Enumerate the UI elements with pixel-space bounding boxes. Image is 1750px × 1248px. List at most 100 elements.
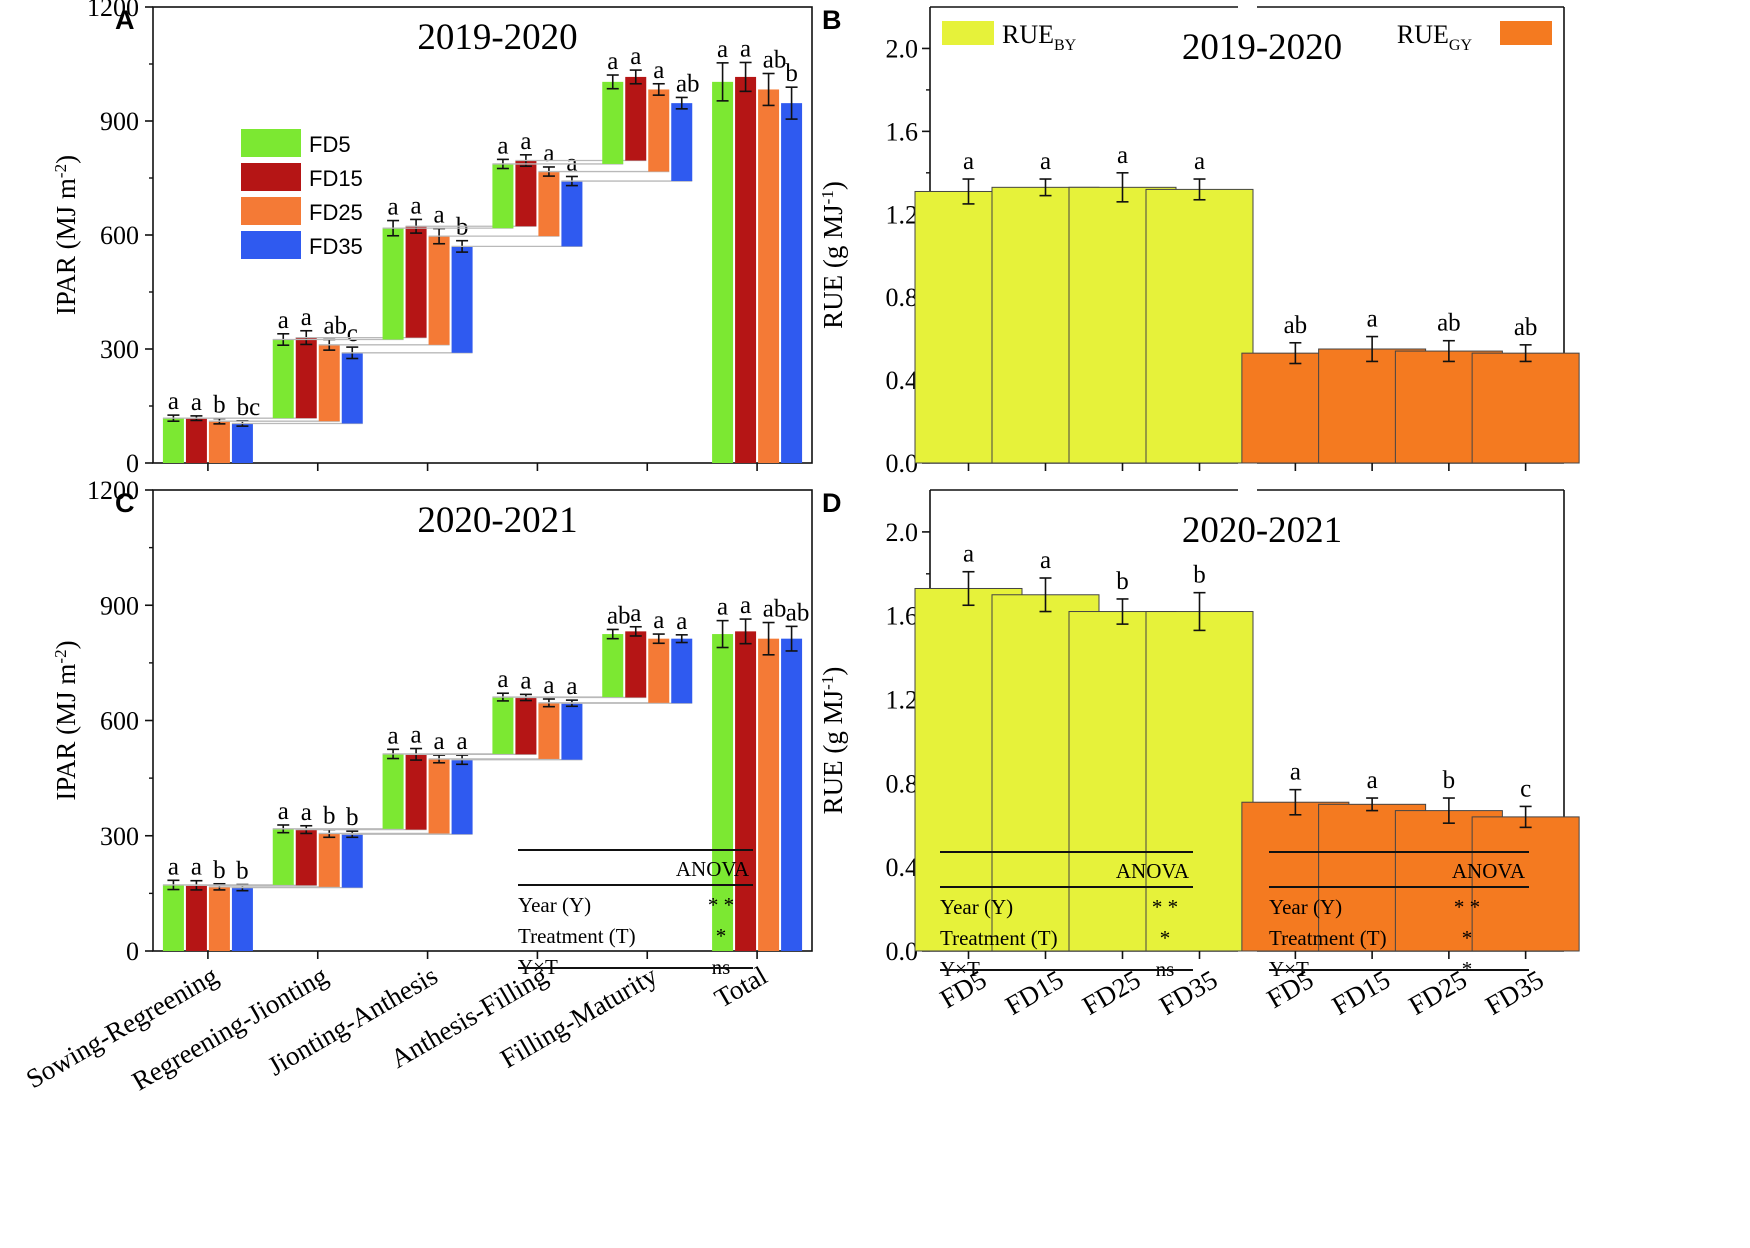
bar-fd15-0 xyxy=(185,418,207,463)
error-bar-rue-gy xyxy=(1289,788,1302,816)
bar-fd15-4 xyxy=(625,76,647,161)
legend-label-subscript: BY xyxy=(1054,37,1077,54)
legend-label-fd5: FD5 xyxy=(309,132,351,157)
anova-row-label: Treatment (T) xyxy=(1269,926,1387,950)
bar-fd35-5 xyxy=(781,103,803,463)
legend-label-main: RUE xyxy=(1002,20,1054,49)
legend-swatch-fd25 xyxy=(241,197,301,225)
bar-fd25-0 xyxy=(208,421,230,463)
significance-letter: a xyxy=(717,594,728,621)
y-axis-label: IPAR (MJ m-2) xyxy=(51,155,81,315)
y-axis-label-close: ) xyxy=(818,181,848,190)
significance-letter: a xyxy=(1367,306,1378,333)
bar-fd35-4 xyxy=(671,638,693,704)
bar-fd15-3 xyxy=(515,160,537,227)
y-axis-label-main: RUE (g MJ xyxy=(818,690,848,815)
y-tick-label: 2.0 xyxy=(886,34,919,63)
significance-letter: a xyxy=(411,192,422,219)
bar-rue-gy-3 xyxy=(1471,816,1580,952)
bar-fd25-4 xyxy=(648,638,670,703)
x-category-label: FD15 xyxy=(1000,964,1068,1021)
anova-header: ANOVA xyxy=(1452,859,1526,883)
bar-fd15-1 xyxy=(295,337,317,419)
y-tick-label: 0.0 xyxy=(886,937,919,966)
error-bar-rue-gy xyxy=(1366,335,1379,363)
significance-letter: a xyxy=(278,798,289,825)
error-bar-rue-by xyxy=(1193,178,1206,201)
anova-header: ANOVA xyxy=(1116,859,1190,883)
anova-row-label: Treatment (T) xyxy=(940,926,1058,950)
significance-letter: a xyxy=(653,607,664,634)
y-axis-label-close: ) xyxy=(51,640,81,649)
error-bar-rue-gy xyxy=(1442,797,1455,824)
error-bar-fd35 xyxy=(785,625,798,652)
y-tick-label: 1200 xyxy=(87,0,139,22)
legend-label-fd15: FD15 xyxy=(309,166,363,191)
error-bar-fd35 xyxy=(675,634,688,644)
anova-row-label: Year (Y) xyxy=(1269,895,1342,919)
legend-swatch-rue-gy xyxy=(1500,21,1552,45)
legend-swatch-fd35 xyxy=(241,231,301,259)
error-bar-fd5 xyxy=(716,619,729,649)
bar-fd15-3 xyxy=(515,697,537,755)
y-tick-label: 0 xyxy=(126,937,139,966)
error-bar-fd15 xyxy=(629,625,642,637)
significance-letter: a xyxy=(543,140,554,167)
error-bar-rue-gy xyxy=(1289,341,1302,365)
bar-fd25-3 xyxy=(538,171,560,237)
significance-letter: a xyxy=(388,722,399,749)
error-bar-fd15 xyxy=(629,69,642,85)
significance-letter: bc xyxy=(237,394,261,421)
legend-label-subscript: GY xyxy=(1449,37,1473,54)
bar-fd35-2 xyxy=(451,759,473,835)
significance-letter: a xyxy=(301,304,312,331)
bar-fd15-5 xyxy=(735,76,757,464)
legend-rue-gy: RUEGY xyxy=(1397,20,1552,54)
y-axis-label-close: ) xyxy=(51,155,81,164)
error-bar-rue-gy xyxy=(1519,344,1532,363)
bar-fd15-2 xyxy=(405,754,427,830)
significance-letter: a xyxy=(191,389,202,416)
legend-label-rue-gy: RUEGY xyxy=(1397,20,1473,54)
error-bar-rue-by xyxy=(1116,172,1129,203)
significance-letter: ab xyxy=(763,47,787,74)
bar-fd5-0 xyxy=(162,418,184,463)
error-bar-fd5 xyxy=(716,62,729,102)
significance-letter: ab xyxy=(1514,314,1538,341)
error-bar-fd25 xyxy=(652,82,665,96)
x-category-label: FD35 xyxy=(1480,964,1548,1021)
y-tick-label: 300 xyxy=(100,822,139,851)
significance-letter: a xyxy=(566,149,577,176)
y-axis-label: RUE (g MJ-1) xyxy=(818,667,848,815)
anova-row-value: * * xyxy=(708,893,734,917)
significance-letter: c xyxy=(347,320,358,347)
y-axis-label-main: IPAR (MJ m xyxy=(51,178,81,315)
panel-letter: C xyxy=(115,488,135,518)
x-category-label: Regreening-Jionting xyxy=(127,960,333,1096)
anova-row-value: * xyxy=(716,924,727,948)
significance-letter: a xyxy=(434,728,445,755)
error-bar-fd25 xyxy=(762,621,775,656)
bar-fd25-5 xyxy=(758,89,780,464)
legend-rue-by: RUEBY xyxy=(942,20,1077,54)
significance-letter: b xyxy=(323,803,336,830)
significance-letter: b xyxy=(1443,767,1456,794)
significance-letter: a xyxy=(630,43,641,70)
y-tick-label: 1.2 xyxy=(886,686,919,715)
bar-fd5-0 xyxy=(162,884,184,951)
y-axis-label-superscript: -2 xyxy=(51,164,70,178)
bar-fd5-5 xyxy=(712,634,734,951)
y-tick-label: 600 xyxy=(100,707,139,736)
significance-letter: a xyxy=(630,600,641,627)
panel-letter: A xyxy=(115,5,135,35)
significance-letter: b xyxy=(236,858,249,885)
bar-fd25-5 xyxy=(758,638,780,951)
significance-letter: a xyxy=(278,307,289,334)
y-tick-label: 0 xyxy=(126,449,139,478)
significance-letter: a xyxy=(388,194,399,221)
bar-fd35-0 xyxy=(231,887,253,951)
significance-letter: ab xyxy=(676,70,700,97)
significance-letter: ab xyxy=(607,602,631,629)
anova-row-label: Treatment (T) xyxy=(518,924,636,948)
y-tick-label: 1.2 xyxy=(886,200,919,229)
